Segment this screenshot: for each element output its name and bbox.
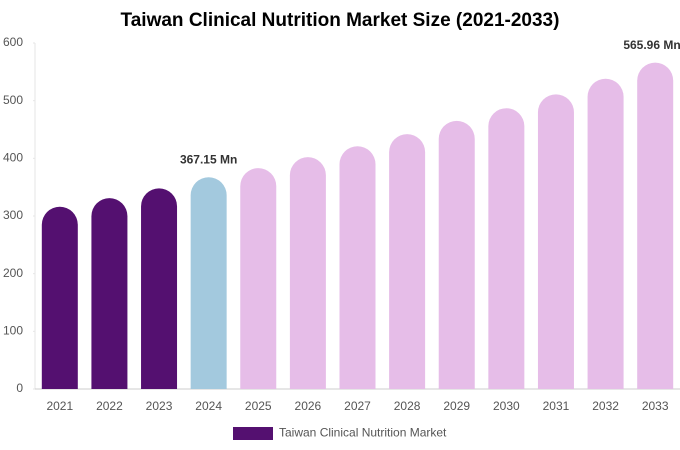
x-tick-label: 2029	[443, 399, 470, 413]
y-tick-label: 400	[3, 151, 23, 165]
bar	[289, 157, 326, 389]
x-tick-label: 2033	[642, 399, 669, 413]
y-tick-label: 0	[16, 381, 23, 395]
bar	[91, 198, 128, 389]
chart-title: Taiwan Clinical Nutrition Market Size (2…	[121, 10, 560, 31]
x-tick-label: 2032	[592, 399, 619, 413]
x-tick-label: 2025	[245, 399, 272, 413]
bar	[389, 134, 426, 389]
value-label: 367.15 Mn	[180, 152, 237, 166]
bar	[438, 120, 475, 389]
bar	[240, 168, 277, 389]
y-tick-label: 100	[3, 324, 23, 338]
bar	[190, 177, 227, 389]
legend-swatch	[233, 427, 273, 440]
x-tick-label: 2023	[146, 399, 173, 413]
x-tick-label: 2030	[493, 399, 520, 413]
bar	[339, 146, 376, 389]
x-tick-label: 2021	[46, 399, 73, 413]
y-tick-label: 200	[3, 266, 23, 280]
bar	[537, 94, 574, 389]
x-tick-label: 2024	[195, 399, 222, 413]
legend-label: Taiwan Clinical Nutrition Market	[279, 426, 447, 440]
bar	[141, 188, 178, 389]
bar	[587, 78, 624, 389]
x-tick-label: 2022	[96, 399, 123, 413]
y-tick-label: 500	[3, 93, 23, 107]
x-tick-label: 2028	[394, 399, 421, 413]
bar	[637, 62, 674, 390]
y-tick-label: 300	[3, 208, 23, 222]
x-tick-label: 2026	[295, 399, 322, 413]
value-label: 565.96 Mn	[623, 38, 680, 52]
y-tick-label: 600	[3, 35, 23, 49]
bar	[488, 108, 525, 390]
x-tick-label: 2031	[543, 399, 570, 413]
bar	[41, 206, 78, 389]
x-tick-label: 2027	[344, 399, 371, 413]
